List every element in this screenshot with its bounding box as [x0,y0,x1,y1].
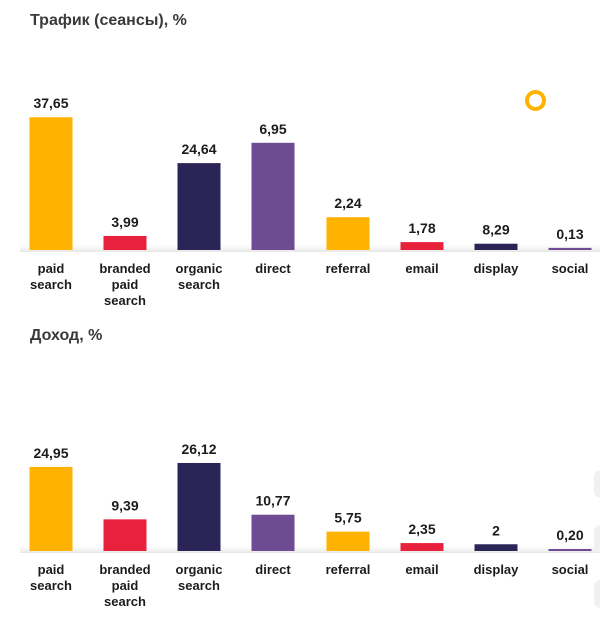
category-label: organic [176,562,223,577]
decorative-ring [525,90,546,111]
chart-title-revenue: Доход, % [30,327,103,344]
category-label: search [104,293,146,308]
category-label: display [474,261,520,276]
category-label: search [178,578,220,593]
category-label: search [30,277,72,292]
value-label: 1,78 [408,220,435,236]
bar-branded-paid-search [103,519,147,551]
category-label: organic [176,261,223,276]
bar-paid-search [29,117,73,250]
bar-paid-search [29,466,73,551]
value-label: 0,13 [556,226,583,242]
value-label: 24,64 [181,141,216,157]
bar-display [474,544,518,551]
baseline-shadow [20,543,600,553]
value-label: 2,24 [334,195,361,211]
traffic-bar-chart: 37,65paidsearch3,99brandedpaidsearch24,6… [20,95,600,308]
bar-direct [251,142,295,250]
value-label: 26,12 [181,441,216,457]
bar-email [400,242,444,250]
bar-organic-search [177,163,221,250]
category-label: search [104,594,146,609]
category-label: email [405,562,438,577]
value-label: 9,39 [111,497,138,513]
category-label: branded [99,261,150,276]
bar-organic-search [177,462,221,551]
category-label: social [552,261,589,276]
category-label: social [552,562,589,577]
category-label: paid [38,562,65,577]
value-label: 10,77 [255,493,290,509]
value-label: 6,95 [259,121,286,137]
category-label: paid [38,261,65,276]
value-label: 0,20 [556,527,583,543]
value-label: 24,95 [33,445,68,461]
category-label: email [405,261,438,276]
bar-referral [326,217,370,250]
bar-direct [251,514,295,551]
revenue-bar-chart: 24,95paidsearch9,39brandedpaidsearch26,1… [20,441,600,609]
category-label: paid [112,277,139,292]
category-label: direct [255,562,291,577]
category-label: referral [326,261,371,276]
category-label: search [178,277,220,292]
value-label: 2,35 [408,521,435,537]
category-label: display [474,562,520,577]
category-label: branded [99,562,150,577]
bar-email [400,543,444,551]
value-label: 37,65 [33,95,68,111]
category-label: direct [255,261,291,276]
value-label: 5,75 [334,510,361,526]
value-label: 8,29 [482,222,509,238]
baseline-shadow [20,242,600,252]
category-label: paid [112,578,139,593]
decorative-edge-shape [594,525,600,553]
decorative-edge-shape [594,580,600,608]
value-label: 2 [492,522,500,538]
bar-display [474,243,518,250]
category-label: search [30,578,72,593]
value-label: 3,99 [111,214,138,230]
decorative-edge-shape [594,470,600,498]
bar-social [548,549,592,551]
bar-referral [326,531,370,551]
category-label: referral [326,562,371,577]
bar-branded-paid-search [103,235,147,250]
bar-social [548,247,592,250]
chart-title-traffic: Трафик (сеансы), % [30,12,187,29]
